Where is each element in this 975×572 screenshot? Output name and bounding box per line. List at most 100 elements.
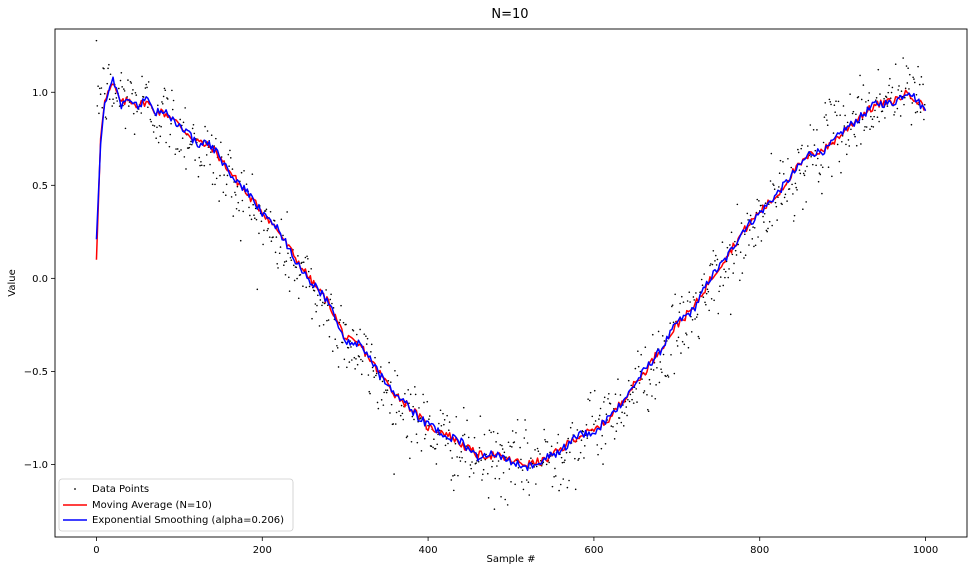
data-point bbox=[613, 438, 616, 440]
data-point bbox=[810, 155, 812, 158]
data-point bbox=[881, 110, 884, 113]
data-point bbox=[616, 422, 618, 425]
data-point bbox=[179, 118, 181, 121]
data-point bbox=[902, 57, 904, 59]
data-point bbox=[388, 361, 390, 364]
data-point bbox=[235, 207, 238, 210]
data-point bbox=[350, 346, 352, 348]
data-point bbox=[557, 433, 560, 436]
data-point bbox=[603, 396, 606, 399]
data-point bbox=[456, 456, 458, 458]
data-point bbox=[193, 132, 196, 135]
data-point bbox=[131, 92, 133, 95]
data-point bbox=[254, 217, 256, 219]
data-point bbox=[99, 93, 102, 95]
data-point bbox=[283, 264, 285, 267]
data-point bbox=[354, 368, 356, 370]
data-point bbox=[144, 87, 147, 89]
data-point bbox=[527, 481, 530, 484]
data-point bbox=[319, 299, 322, 301]
data-point bbox=[199, 164, 201, 167]
data-point bbox=[889, 77, 891, 80]
data-point bbox=[701, 284, 704, 287]
data-point bbox=[835, 100, 837, 102]
data-point bbox=[689, 301, 691, 303]
legend: Data Points Moving Average (N=10) Expone… bbox=[58, 478, 294, 532]
data-point bbox=[443, 418, 446, 421]
data-point bbox=[923, 118, 925, 121]
data-point bbox=[428, 415, 431, 417]
data-point bbox=[859, 74, 861, 77]
data-point bbox=[815, 164, 817, 167]
data-point bbox=[178, 150, 181, 153]
data-point bbox=[523, 437, 526, 439]
data-point bbox=[162, 95, 165, 98]
data-point bbox=[372, 370, 375, 372]
data-point bbox=[905, 65, 908, 67]
data-point bbox=[698, 337, 700, 340]
data-point bbox=[146, 86, 148, 89]
data-point bbox=[153, 125, 156, 127]
data-point bbox=[514, 483, 516, 486]
data-point bbox=[440, 424, 443, 427]
data-point bbox=[482, 468, 485, 471]
data-point bbox=[499, 443, 502, 446]
data-point bbox=[528, 494, 531, 496]
data-point bbox=[589, 391, 592, 394]
data-point bbox=[96, 105, 99, 107]
data-point bbox=[270, 240, 273, 243]
data-point bbox=[127, 79, 129, 81]
data-point bbox=[341, 341, 344, 344]
data-point bbox=[723, 268, 725, 271]
data-point bbox=[394, 370, 396, 372]
data-point bbox=[610, 425, 613, 427]
data-point bbox=[793, 214, 796, 217]
data-point bbox=[747, 219, 749, 221]
data-point bbox=[120, 72, 123, 74]
data-point bbox=[912, 76, 914, 79]
data-point bbox=[659, 361, 662, 363]
data-point bbox=[860, 98, 863, 101]
data-point bbox=[593, 389, 596, 392]
data-point bbox=[603, 401, 605, 403]
data-point bbox=[683, 343, 686, 346]
data-point bbox=[175, 148, 177, 150]
data-point bbox=[407, 389, 409, 391]
data-point bbox=[205, 154, 208, 156]
data-point bbox=[370, 351, 372, 353]
data-point bbox=[215, 137, 217, 140]
data-point bbox=[453, 474, 456, 476]
data-point bbox=[614, 393, 617, 395]
data-point bbox=[140, 112, 143, 114]
data-point bbox=[457, 474, 459, 477]
axes-frame bbox=[54, 28, 968, 538]
data-point bbox=[816, 157, 819, 160]
data-point bbox=[797, 151, 800, 154]
data-point bbox=[395, 411, 398, 414]
data-point bbox=[490, 431, 492, 434]
data-point bbox=[147, 81, 150, 83]
data-point bbox=[763, 212, 766, 215]
data-point bbox=[753, 226, 756, 229]
data-point bbox=[840, 171, 842, 174]
data-point bbox=[339, 319, 342, 321]
y-tick-label: 1.0 bbox=[32, 88, 48, 99]
data-point bbox=[130, 82, 133, 84]
data-point bbox=[739, 279, 741, 282]
data-point bbox=[505, 456, 507, 458]
data-point bbox=[661, 371, 663, 374]
data-point bbox=[861, 118, 864, 121]
data-point bbox=[172, 99, 175, 102]
data-point bbox=[123, 88, 125, 90]
data-point bbox=[306, 255, 308, 258]
data-point bbox=[775, 205, 778, 208]
data-point bbox=[710, 263, 712, 265]
data-point bbox=[223, 174, 225, 176]
data-point bbox=[522, 488, 525, 491]
data-point bbox=[825, 114, 827, 116]
data-point bbox=[620, 421, 623, 424]
data-point bbox=[526, 442, 529, 444]
data-point bbox=[697, 335, 700, 338]
data-point bbox=[100, 87, 103, 89]
data-point bbox=[451, 457, 453, 459]
